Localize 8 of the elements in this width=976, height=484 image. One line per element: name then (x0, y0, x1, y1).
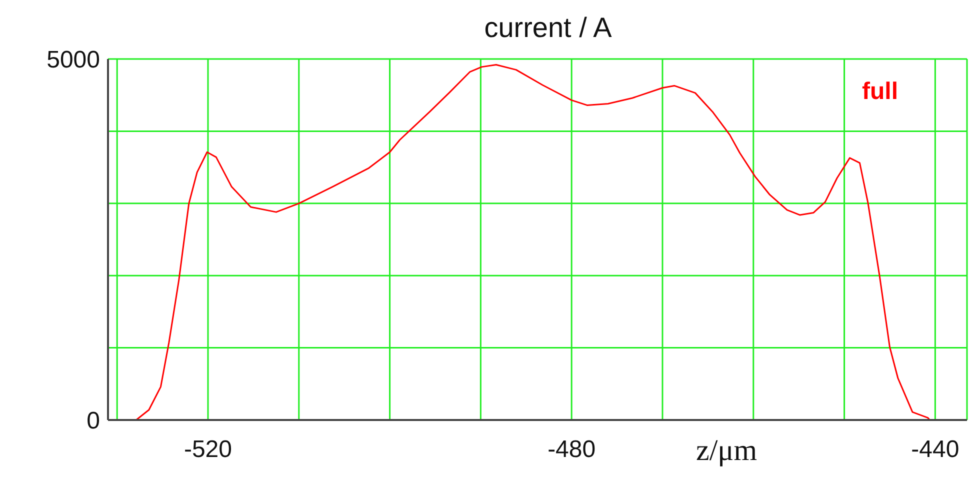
chart-title: current / A (483, 12, 613, 44)
x-tick-label: -520 (184, 436, 232, 464)
annotation: full (862, 78, 898, 106)
x-tick-label: -440 (911, 436, 960, 464)
x-axis-title: z/μm (696, 434, 758, 468)
x-tick-label: -480 (548, 436, 596, 464)
y-tick-label: 0 (86, 408, 100, 435)
y-tick-label: 5000 (46, 46, 100, 74)
